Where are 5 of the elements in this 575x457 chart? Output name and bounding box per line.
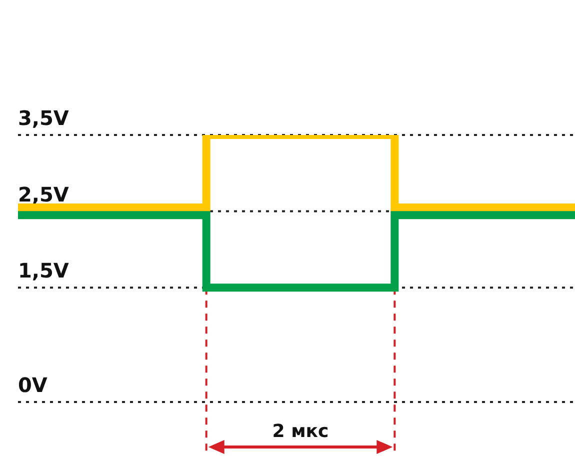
y-tick-label: 0V bbox=[18, 373, 48, 397]
y-tick-label: 2,5V bbox=[18, 182, 70, 206]
y-tick-label: 1,5V bbox=[18, 258, 70, 283]
y-tick-label: 3,5V bbox=[18, 106, 70, 130]
text: 2 мкс bbox=[272, 421, 329, 442]
